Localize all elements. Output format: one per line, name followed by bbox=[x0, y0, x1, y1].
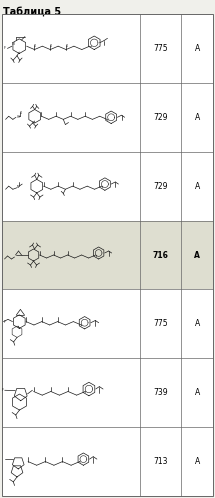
Text: O: O bbox=[20, 111, 22, 115]
Text: A: A bbox=[195, 388, 200, 397]
Text: 729: 729 bbox=[154, 182, 168, 191]
Text: A: A bbox=[195, 113, 200, 122]
Text: 775: 775 bbox=[154, 319, 168, 328]
Text: O: O bbox=[50, 44, 52, 48]
Bar bbox=[2, 289, 213, 358]
Text: N: N bbox=[17, 185, 19, 189]
Bar bbox=[2, 83, 213, 152]
Text: A: A bbox=[195, 182, 200, 191]
Bar bbox=[2, 14, 213, 83]
Bar bbox=[2, 358, 213, 427]
Text: A: A bbox=[195, 44, 200, 53]
Text: F: F bbox=[2, 388, 4, 392]
Text: 739: 739 bbox=[154, 388, 168, 397]
Text: N: N bbox=[12, 42, 14, 46]
Bar bbox=[2, 152, 213, 221]
Text: 716: 716 bbox=[153, 250, 169, 259]
Bar bbox=[2, 221, 213, 289]
Text: F: F bbox=[4, 46, 6, 50]
Text: A: A bbox=[194, 250, 200, 259]
Text: A: A bbox=[195, 457, 200, 466]
Text: F: F bbox=[4, 320, 6, 324]
Text: O: O bbox=[66, 44, 68, 48]
Text: O: O bbox=[34, 44, 36, 48]
Text: O: O bbox=[17, 115, 19, 119]
Text: 729: 729 bbox=[154, 113, 168, 122]
Text: Таблица 5: Таблица 5 bbox=[3, 7, 61, 17]
Bar bbox=[2, 427, 213, 496]
Text: A: A bbox=[195, 319, 200, 328]
Text: 713: 713 bbox=[154, 457, 168, 466]
Text: 775: 775 bbox=[154, 44, 168, 53]
